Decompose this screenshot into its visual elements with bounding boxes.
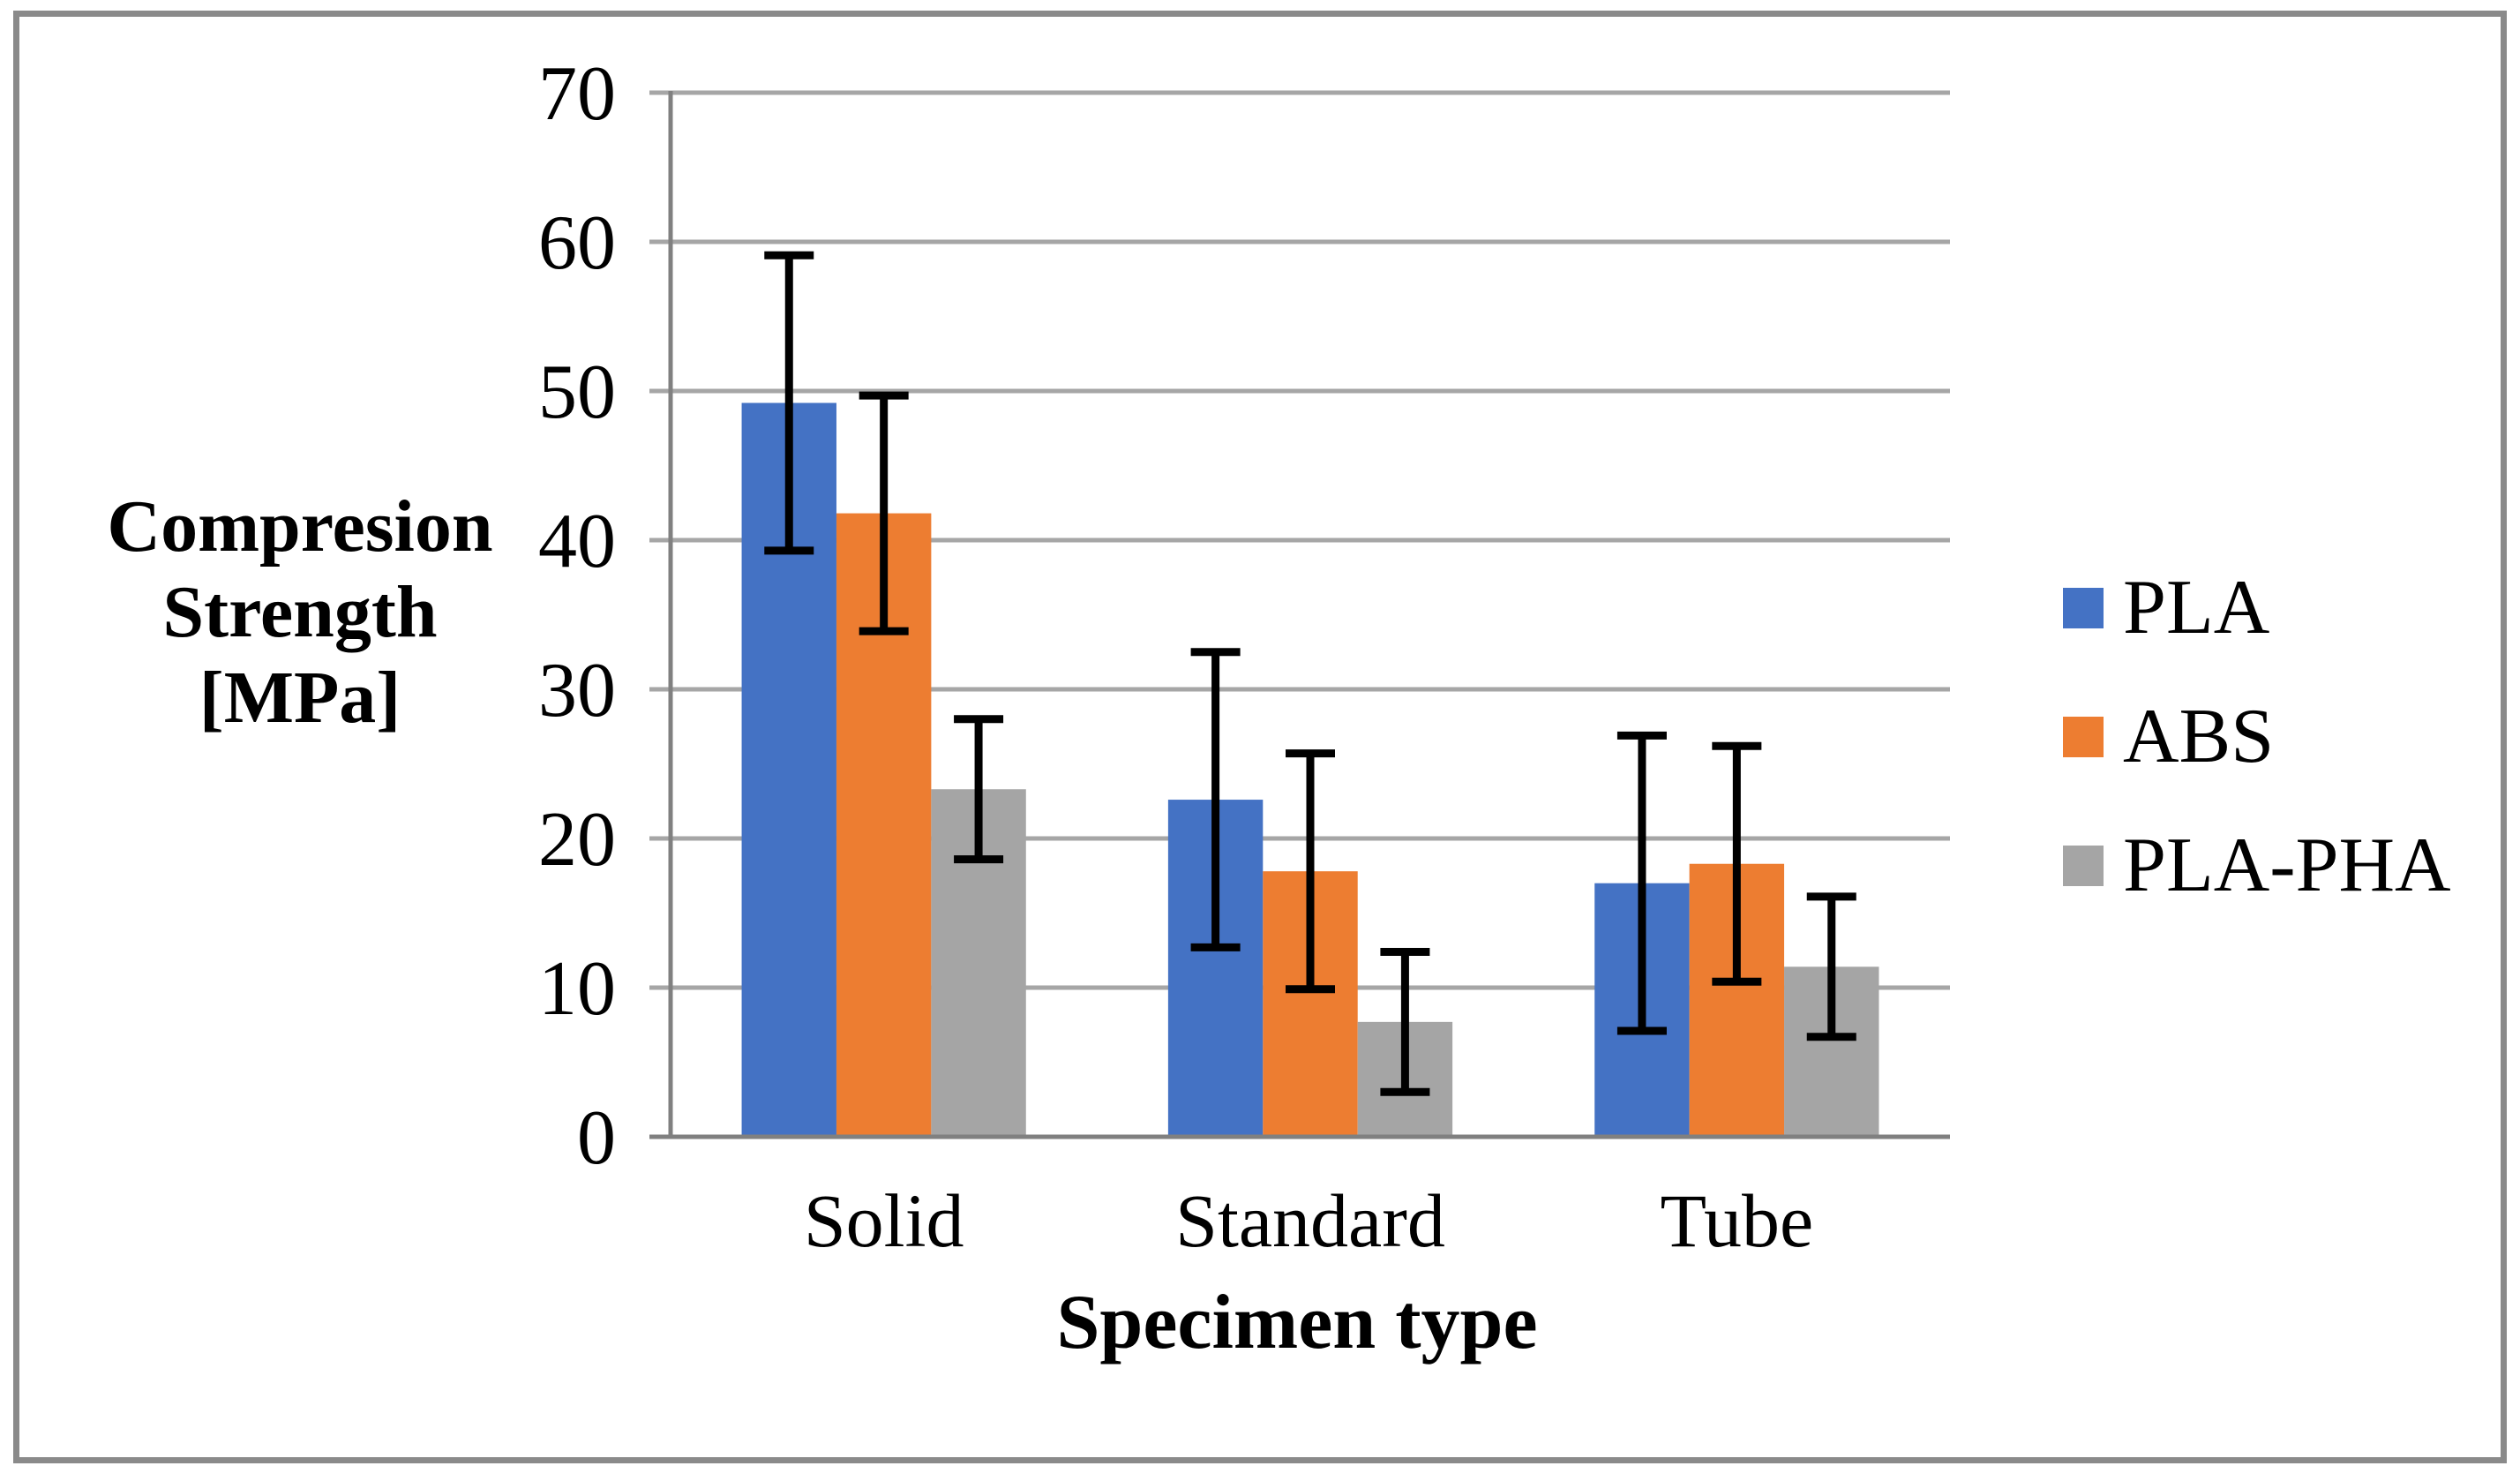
x-category-label-tube: Tube <box>1660 1178 1813 1263</box>
y-axis-tick-label: 10 <box>538 946 616 1032</box>
y-axis-title-line: Strength <box>162 571 438 653</box>
y-axis-tick-label: 20 <box>538 797 616 883</box>
legend-label-pla: PLA <box>2123 565 2270 650</box>
y-axis-title-line: [MPa] <box>199 657 401 739</box>
x-category-label-solid: Solid <box>804 1178 964 1263</box>
legend-item-pla: PLA <box>2063 544 2451 673</box>
legend-label-pla-pha: PLA-PHA <box>2123 823 2451 908</box>
legend-label-abs: ABS <box>2123 694 2275 779</box>
chart-legend: PLA ABS PLA-PHA <box>2063 544 2451 930</box>
legend-item-pla-pha: PLA-PHA <box>2063 801 2451 930</box>
y-axis-tick-label: 0 <box>577 1095 616 1181</box>
chart-outer-frame <box>13 11 2507 1463</box>
y-axis-tick-label: 50 <box>538 350 616 435</box>
y-axis-title-line: Compresion <box>107 485 493 568</box>
legend-swatch-pla-pha-icon <box>2063 846 2104 886</box>
y-axis-tick-label: 40 <box>538 499 616 584</box>
legend-swatch-pla-icon <box>2063 588 2104 628</box>
x-category-label-standard: Standard <box>1175 1178 1445 1263</box>
y-axis-title: Compresion Strength [MPa] <box>53 484 547 740</box>
x-axis-title: Specimen type <box>1056 1280 1538 1365</box>
legend-swatch-abs-icon <box>2063 717 2104 757</box>
y-axis-tick-label: 30 <box>538 648 616 733</box>
y-axis-tick-label: 60 <box>538 200 616 286</box>
legend-item-abs: ABS <box>2063 673 2451 801</box>
y-axis-tick-label: 70 <box>538 51 616 137</box>
